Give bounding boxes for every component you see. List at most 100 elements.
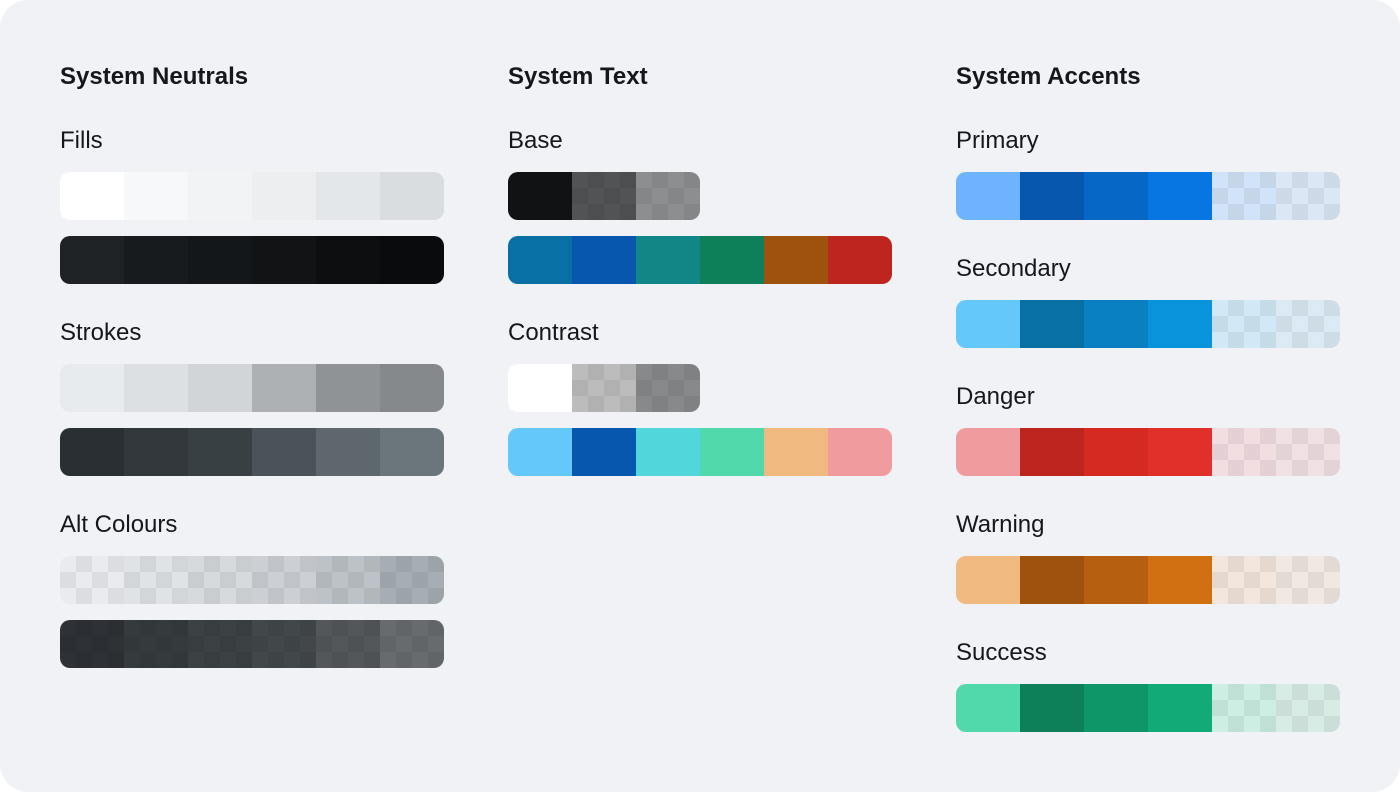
secondary-swatches [956,300,1340,348]
color-swatch [508,428,572,476]
color-swatch [764,236,828,284]
color-swatch [316,556,380,604]
color-swatch [508,172,572,220]
group-label-danger: Danger [956,383,1035,410]
color-swatch [124,620,188,668]
color-swatch [252,620,316,668]
color-swatch [60,428,124,476]
group-label-warning: Warning [956,511,1045,538]
column-title: System Neutrals [60,63,249,90]
color-swatch [60,172,124,220]
group-label-secondary: Secondary [956,255,1071,282]
color-swatch [124,428,188,476]
color-swatch [1084,428,1148,476]
color-swatch [252,364,316,412]
color-swatch [1148,300,1212,348]
color-swatch [1212,172,1276,220]
color-swatch [188,364,252,412]
color-swatch [956,684,1020,732]
color-swatch [60,620,124,668]
success-swatches [956,684,1340,732]
color-swatch [60,556,124,604]
color-swatch [1084,684,1148,732]
base-color-swatches [508,236,892,284]
group-label-fills: Fills [60,127,103,154]
color-swatch [1276,556,1340,604]
color-swatch [764,428,828,476]
group-label-primary: Primary [956,127,1039,154]
color-swatch [1212,428,1276,476]
color-swatch [700,236,764,284]
color-swatch [380,172,444,220]
group-label-contrast: Contrast [508,319,599,346]
color-swatch [956,300,1020,348]
color-swatch [1276,172,1340,220]
color-swatch [380,236,444,284]
color-swatch [124,364,188,412]
color-swatch [1148,172,1212,220]
color-swatch [1148,556,1212,604]
color-swatch [1276,684,1340,732]
contrast-color-swatches [508,428,892,476]
color-swatch [1276,300,1340,348]
color-swatch [252,556,316,604]
color-swatch [1212,684,1276,732]
color-swatch [188,236,252,284]
base-neutral-swatches [508,172,700,220]
strokes-light-swatches [60,364,444,412]
color-swatch [316,428,380,476]
color-swatch [828,428,892,476]
color-swatch [636,364,700,412]
color-swatch [1020,300,1084,348]
alt-colours-light-swatches [60,556,444,604]
color-swatch [60,236,124,284]
color-swatch [1020,556,1084,604]
color-swatch [508,364,572,412]
color-swatch [60,364,124,412]
color-swatch [572,364,636,412]
color-swatch [252,428,316,476]
color-swatch [316,364,380,412]
color-swatch [508,236,572,284]
group-label-strokes: Strokes [60,319,142,346]
color-swatch [1212,556,1276,604]
color-swatch [124,236,188,284]
color-swatch [956,556,1020,604]
color-swatch [124,556,188,604]
group-label-success: Success [956,639,1047,666]
color-swatch [1148,684,1212,732]
color-swatch [252,236,316,284]
danger-swatches [956,428,1340,476]
color-swatch [380,364,444,412]
color-swatch [380,556,444,604]
color-swatch [188,172,252,220]
group-label-base: Base [508,127,563,154]
color-swatch [636,428,700,476]
color-swatch [1020,428,1084,476]
column-title: System Text [508,63,648,90]
color-swatch [572,172,636,220]
color-swatch [956,172,1020,220]
contrast-neutral-swatches [508,364,700,412]
color-swatch [316,172,380,220]
color-swatch [188,620,252,668]
strokes-dark-swatches [60,428,444,476]
color-swatch [1084,300,1148,348]
group-label-alt-colours: Alt Colours [60,511,178,538]
color-swatch [188,428,252,476]
color-swatch [636,172,700,220]
color-swatch [956,428,1020,476]
color-swatch [380,428,444,476]
color-swatch [1212,300,1276,348]
color-swatch [124,172,188,220]
color-swatch [636,236,700,284]
color-swatch [572,236,636,284]
fills-light-swatches [60,172,444,220]
color-swatch [700,428,764,476]
alt-colours-dark-swatches [60,620,444,668]
color-swatch [316,236,380,284]
fills-dark-swatches [60,236,444,284]
column-title: System Accents [956,63,1141,90]
color-swatch [828,236,892,284]
